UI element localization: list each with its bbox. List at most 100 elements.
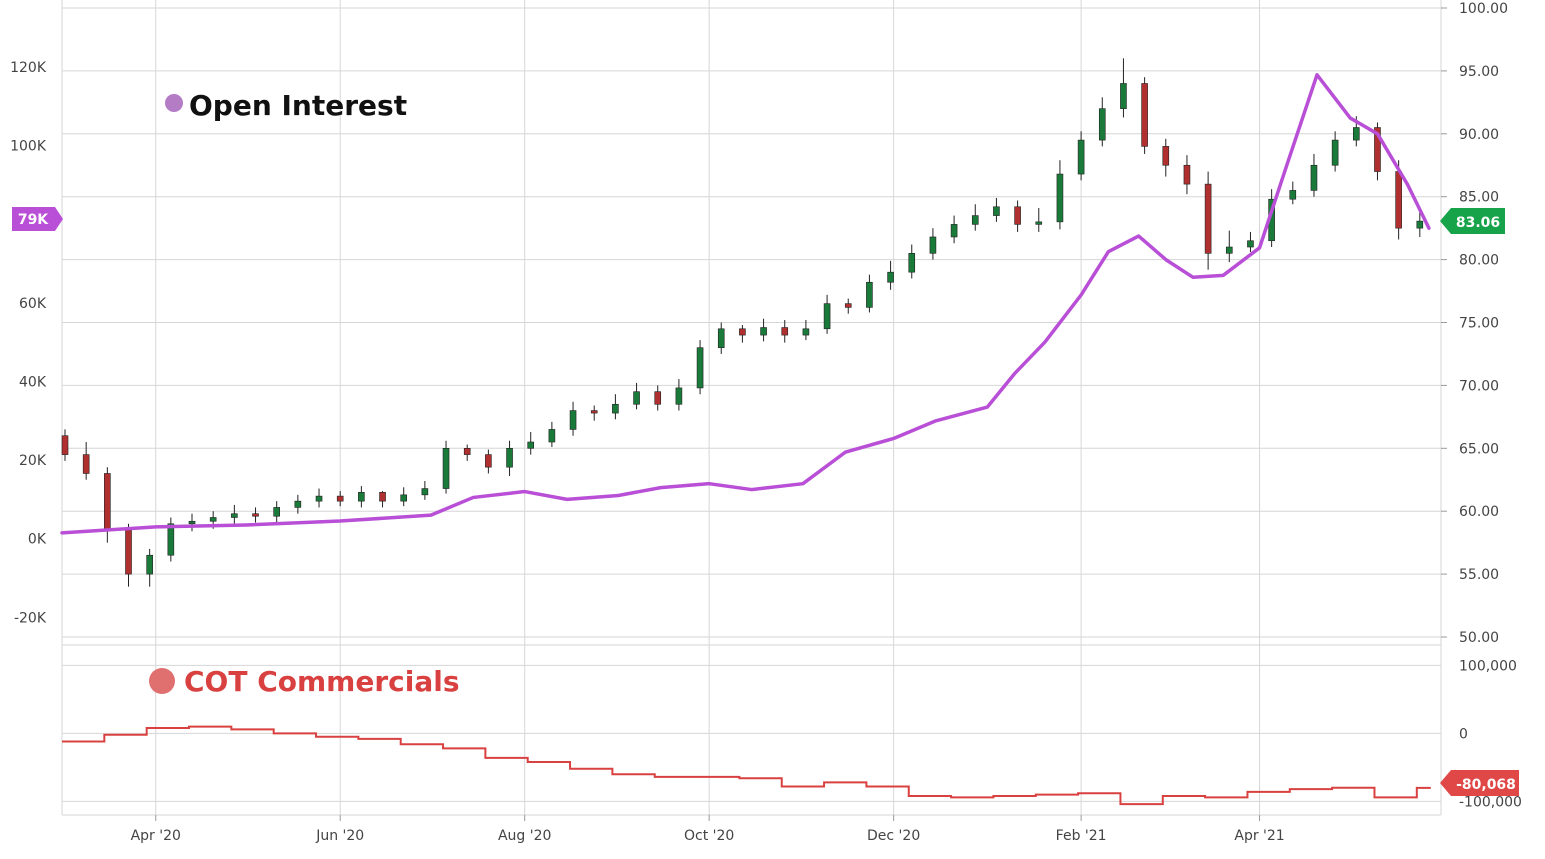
cot-legend-label: COT Commercials (184, 665, 460, 698)
price-tick-label: 100.00 (1459, 1, 1508, 17)
candle-body (739, 328, 746, 336)
candle-body (1310, 164, 1318, 191)
price-tick-label: 70.00 (1459, 378, 1499, 394)
candle-body (400, 494, 408, 502)
price-tick-label: 50.00 (1459, 630, 1499, 646)
candle-body (1225, 246, 1233, 254)
x-tick-label: Oct '20 (684, 828, 734, 844)
candle-body (866, 281, 873, 308)
candle-body (548, 429, 556, 443)
candle-body (379, 492, 386, 502)
candle-body (125, 529, 132, 575)
price-tick-label: 60.00 (1459, 504, 1499, 520)
open-interest-line (60, 73, 1431, 535)
cot-commercials-line (62, 725, 1431, 806)
candle-body (231, 513, 238, 518)
candle-body (1141, 83, 1148, 147)
candle-body (82, 454, 90, 474)
x-tick-label: Apr '20 (131, 828, 181, 844)
open-interest-series (60, 73, 1431, 535)
candle-body (61, 435, 69, 455)
candle-body (675, 387, 683, 405)
candle-body (1183, 164, 1191, 185)
open-interest-badge: 79K (12, 207, 63, 231)
candle-body (760, 327, 767, 336)
candle-body (1395, 171, 1402, 229)
open-interest-tick-label: 40K (19, 374, 47, 390)
candle-body (1331, 139, 1339, 166)
open-interest-tick-label: 120K (10, 60, 47, 76)
candle-body (485, 454, 492, 468)
price-tick-label: 90.00 (1459, 127, 1499, 143)
candle-body (633, 391, 640, 405)
candle-body (887, 271, 894, 283)
candle-body (1374, 127, 1381, 172)
cot-commercials-series (62, 725, 1431, 806)
price-tick-label: 55.00 (1459, 567, 1499, 583)
candle-body (929, 236, 937, 254)
candle-body (717, 328, 725, 348)
candle-body (1289, 190, 1297, 200)
candle-body (1014, 206, 1021, 225)
price-tick-label: 80.00 (1459, 253, 1499, 269)
value-badges: 79K 83.06 -80,068 (12, 207, 1519, 796)
axes: Apr '20 Jun '20 Aug '20 Oct '20 Dec '20 Feb '… (10, 1, 1522, 844)
open-interest-tick-label: -20K (14, 610, 47, 626)
price-badge: 83.06 (1440, 208, 1505, 234)
candle-body (188, 520, 196, 525)
candle-body (1035, 221, 1043, 225)
open-interest-tick-label: 20K (19, 453, 47, 469)
candle-body (781, 327, 789, 336)
candle-body (1077, 139, 1085, 175)
candle-body (696, 347, 704, 389)
candle-body (971, 215, 979, 225)
candle-body (612, 403, 619, 414)
cot-badge: -80,068 (1440, 770, 1519, 796)
cot-tick-label: -100,000 (1459, 794, 1522, 810)
open-interest-badge-label: 79K (18, 212, 49, 228)
candle-body (844, 303, 852, 308)
candle-body (569, 410, 577, 430)
candle-body (950, 224, 958, 238)
cot-tick-label: 100,000 (1459, 658, 1517, 674)
candle-body (294, 500, 302, 508)
x-tick-label: Aug '20 (498, 828, 551, 844)
candle-body (104, 473, 111, 531)
candle-body (802, 328, 810, 336)
open-interest-legend-label: Open Interest (189, 89, 407, 122)
price-tick-label: 65.00 (1459, 441, 1499, 457)
candle-body (993, 206, 1000, 216)
candle-body (421, 488, 429, 496)
candle-body (273, 507, 280, 517)
candle-body (1247, 240, 1254, 248)
candle-body (146, 554, 153, 575)
candle-body (336, 495, 344, 502)
legend-open-interest: Open Interest (165, 89, 407, 122)
x-tick-label: Jun '20 (315, 828, 364, 844)
price-candles (61, 58, 1424, 587)
candle-body (1204, 183, 1212, 254)
candle-body (167, 523, 175, 556)
open-interest-tick-label: 0K (28, 532, 47, 548)
candle-body (209, 517, 217, 522)
candle-body (1056, 173, 1064, 223)
cot-tick-label: 0 (1459, 726, 1468, 742)
candle-body (358, 492, 365, 502)
candle-body (654, 391, 662, 405)
candle-body (823, 303, 831, 330)
price-tick-label: 75.00 (1459, 316, 1499, 332)
candle-body (1098, 108, 1106, 141)
cot-badge-label: -80,068 (1456, 777, 1516, 793)
candle-body (1162, 146, 1170, 166)
candle-body (315, 495, 323, 502)
candle-body (527, 441, 535, 449)
cot-legend-dot-icon (149, 668, 175, 694)
candle-body (506, 447, 513, 468)
candle-body (1353, 127, 1360, 141)
open-interest-legend-dot-icon (165, 94, 183, 112)
candle-body (252, 513, 259, 517)
price-tick-label: 95.00 (1459, 64, 1499, 80)
grid (61, 0, 1442, 816)
x-tick-label: Dec '20 (867, 828, 920, 844)
